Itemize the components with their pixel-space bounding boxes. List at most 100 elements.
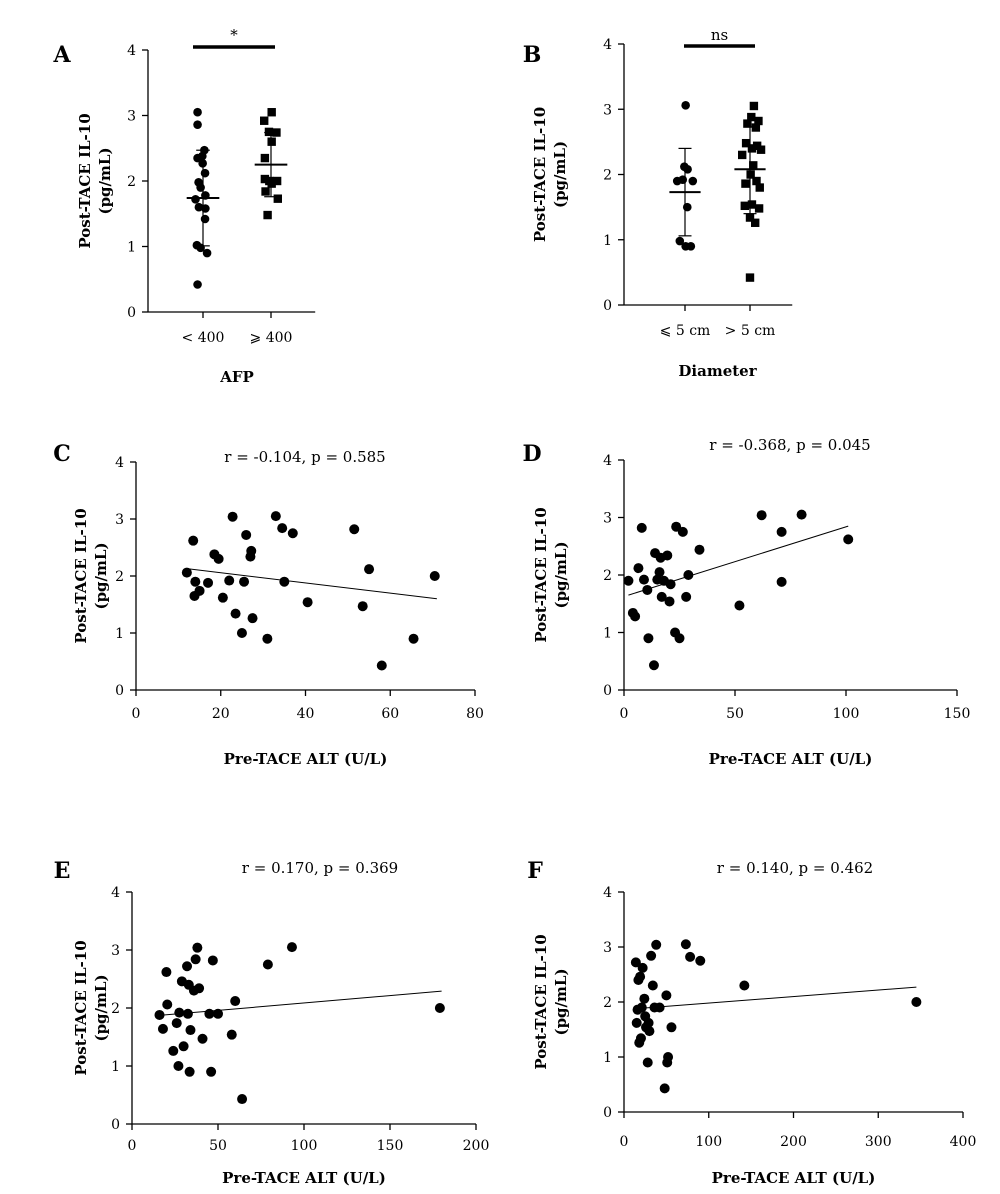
y-tick-label: 1	[603, 233, 612, 249]
data-point	[190, 576, 201, 587]
data-point	[236, 628, 247, 638]
data-point	[675, 236, 685, 246]
y-axis-label: Post-TACE IL-10 (pg/mL)	[531, 107, 569, 242]
data-point	[740, 201, 749, 211]
data-points	[623, 509, 854, 671]
data-point	[643, 1017, 654, 1028]
data-point	[663, 1052, 674, 1062]
data-point	[182, 961, 193, 972]
data-point	[648, 660, 659, 671]
data-point	[182, 1008, 193, 1019]
data-point	[224, 575, 235, 586]
data-point	[217, 592, 228, 603]
y-axis-label-line: Post-TACE IL-10	[532, 934, 550, 1069]
data-point	[751, 123, 761, 132]
data-point	[661, 990, 672, 1001]
y-tick-label: 0	[111, 1117, 120, 1133]
data-point	[796, 509, 807, 520]
data-point	[201, 204, 210, 213]
x-tick-label: 200	[780, 1134, 807, 1150]
data-point	[745, 273, 755, 282]
y-tick-label: 1	[603, 626, 612, 642]
panel-a: A 0 1 2 3 4 Post-TACE IL-10 (pg/mL) AFP < 400 ⩾ 40…	[52, 26, 316, 386]
data-point	[193, 120, 202, 129]
y-tick-label: 2	[603, 995, 612, 1011]
data-point	[203, 577, 214, 588]
x-tick-label: ⩾ 400	[250, 330, 293, 346]
data-point	[247, 613, 258, 624]
panel-f: F 0 1 2 3 4 Post-TACE IL-10 (pg/mL) Pre-TACE ALT…	[527, 858, 976, 1187]
data-point	[666, 1022, 677, 1033]
y-tick-label: 4	[127, 43, 136, 59]
data-point	[756, 510, 767, 521]
data-point	[747, 112, 756, 122]
y-axis-label-line: (pg/mL)	[551, 141, 569, 208]
data-point	[178, 1041, 189, 1052]
y-tick-label: 4	[603, 37, 612, 53]
panel-label: F	[527, 858, 543, 884]
data-point	[264, 127, 274, 137]
x-axis-label: AFP	[219, 368, 254, 386]
data-point	[747, 144, 757, 153]
data-point	[694, 544, 705, 555]
data-point	[262, 959, 273, 970]
x-tick-label: 100	[695, 1134, 722, 1150]
y-tick-label: 0	[603, 298, 612, 314]
data-point	[674, 633, 685, 644]
data-point	[745, 213, 755, 222]
data-point	[755, 183, 764, 192]
x-axis-label: Pre-TACE ALT (U/L)	[709, 750, 873, 768]
data-point	[647, 980, 658, 991]
data-point	[642, 584, 653, 595]
data-points	[181, 511, 440, 671]
data-points	[154, 942, 445, 1105]
data-point	[756, 145, 766, 154]
data-point	[192, 942, 203, 953]
data-point	[262, 633, 273, 644]
data-point	[162, 999, 173, 1010]
x-tick-label: 100	[833, 706, 860, 722]
data-point	[184, 1066, 195, 1077]
data-point	[181, 567, 192, 578]
correlation-annotation: r = -0.104, p = 0.585	[224, 448, 385, 466]
data-point	[654, 1002, 665, 1013]
x-tick-label: 80	[466, 706, 484, 722]
data-point	[631, 1017, 642, 1028]
data-point	[261, 187, 270, 196]
data-point	[739, 980, 750, 991]
data-point	[642, 1057, 653, 1068]
data-point	[749, 161, 758, 170]
data-point	[239, 576, 250, 587]
y-axis-label-line: Post-TACE IL-10	[532, 507, 550, 642]
panel-c: C 0 1 2 3 4 Post-TACE IL-10 (pg/mL) Pre-TACE ALT…	[53, 441, 484, 768]
regression-line	[636, 986, 917, 1010]
data-point	[193, 280, 202, 289]
y-tick-label: 3	[111, 943, 120, 959]
data-point	[688, 176, 698, 186]
data-point	[408, 633, 419, 644]
data-point	[194, 983, 205, 994]
y-tick-label: 1	[603, 1050, 612, 1066]
data-point	[749, 101, 759, 111]
y-tick-label: 1	[115, 626, 124, 642]
data-point	[754, 116, 763, 126]
data-point	[226, 1029, 237, 1040]
data-point	[196, 183, 205, 192]
y-tick-label: 0	[127, 305, 136, 321]
data-point	[376, 660, 387, 671]
series-2	[254, 108, 288, 220]
y-axis-label-line: Post-TACE IL-10	[72, 940, 90, 1075]
series-2	[734, 101, 766, 282]
regression-line	[157, 990, 442, 1017]
y-axis-label: Post-TACE IL-10 (pg/mL)	[72, 508, 110, 643]
correlation-annotation: r = -0.368, p = 0.045	[709, 436, 870, 454]
y-tick-label: 4	[603, 453, 612, 469]
data-point	[270, 511, 281, 522]
data-point	[272, 176, 282, 186]
y-axis-label-line: (pg/mL)	[96, 147, 114, 214]
x-tick-label: 40	[297, 706, 315, 722]
x-tick-label: 60	[381, 706, 399, 722]
x-tick-label: 300	[865, 1134, 892, 1150]
x-tick-label: 0	[132, 706, 141, 722]
data-point	[681, 101, 690, 110]
